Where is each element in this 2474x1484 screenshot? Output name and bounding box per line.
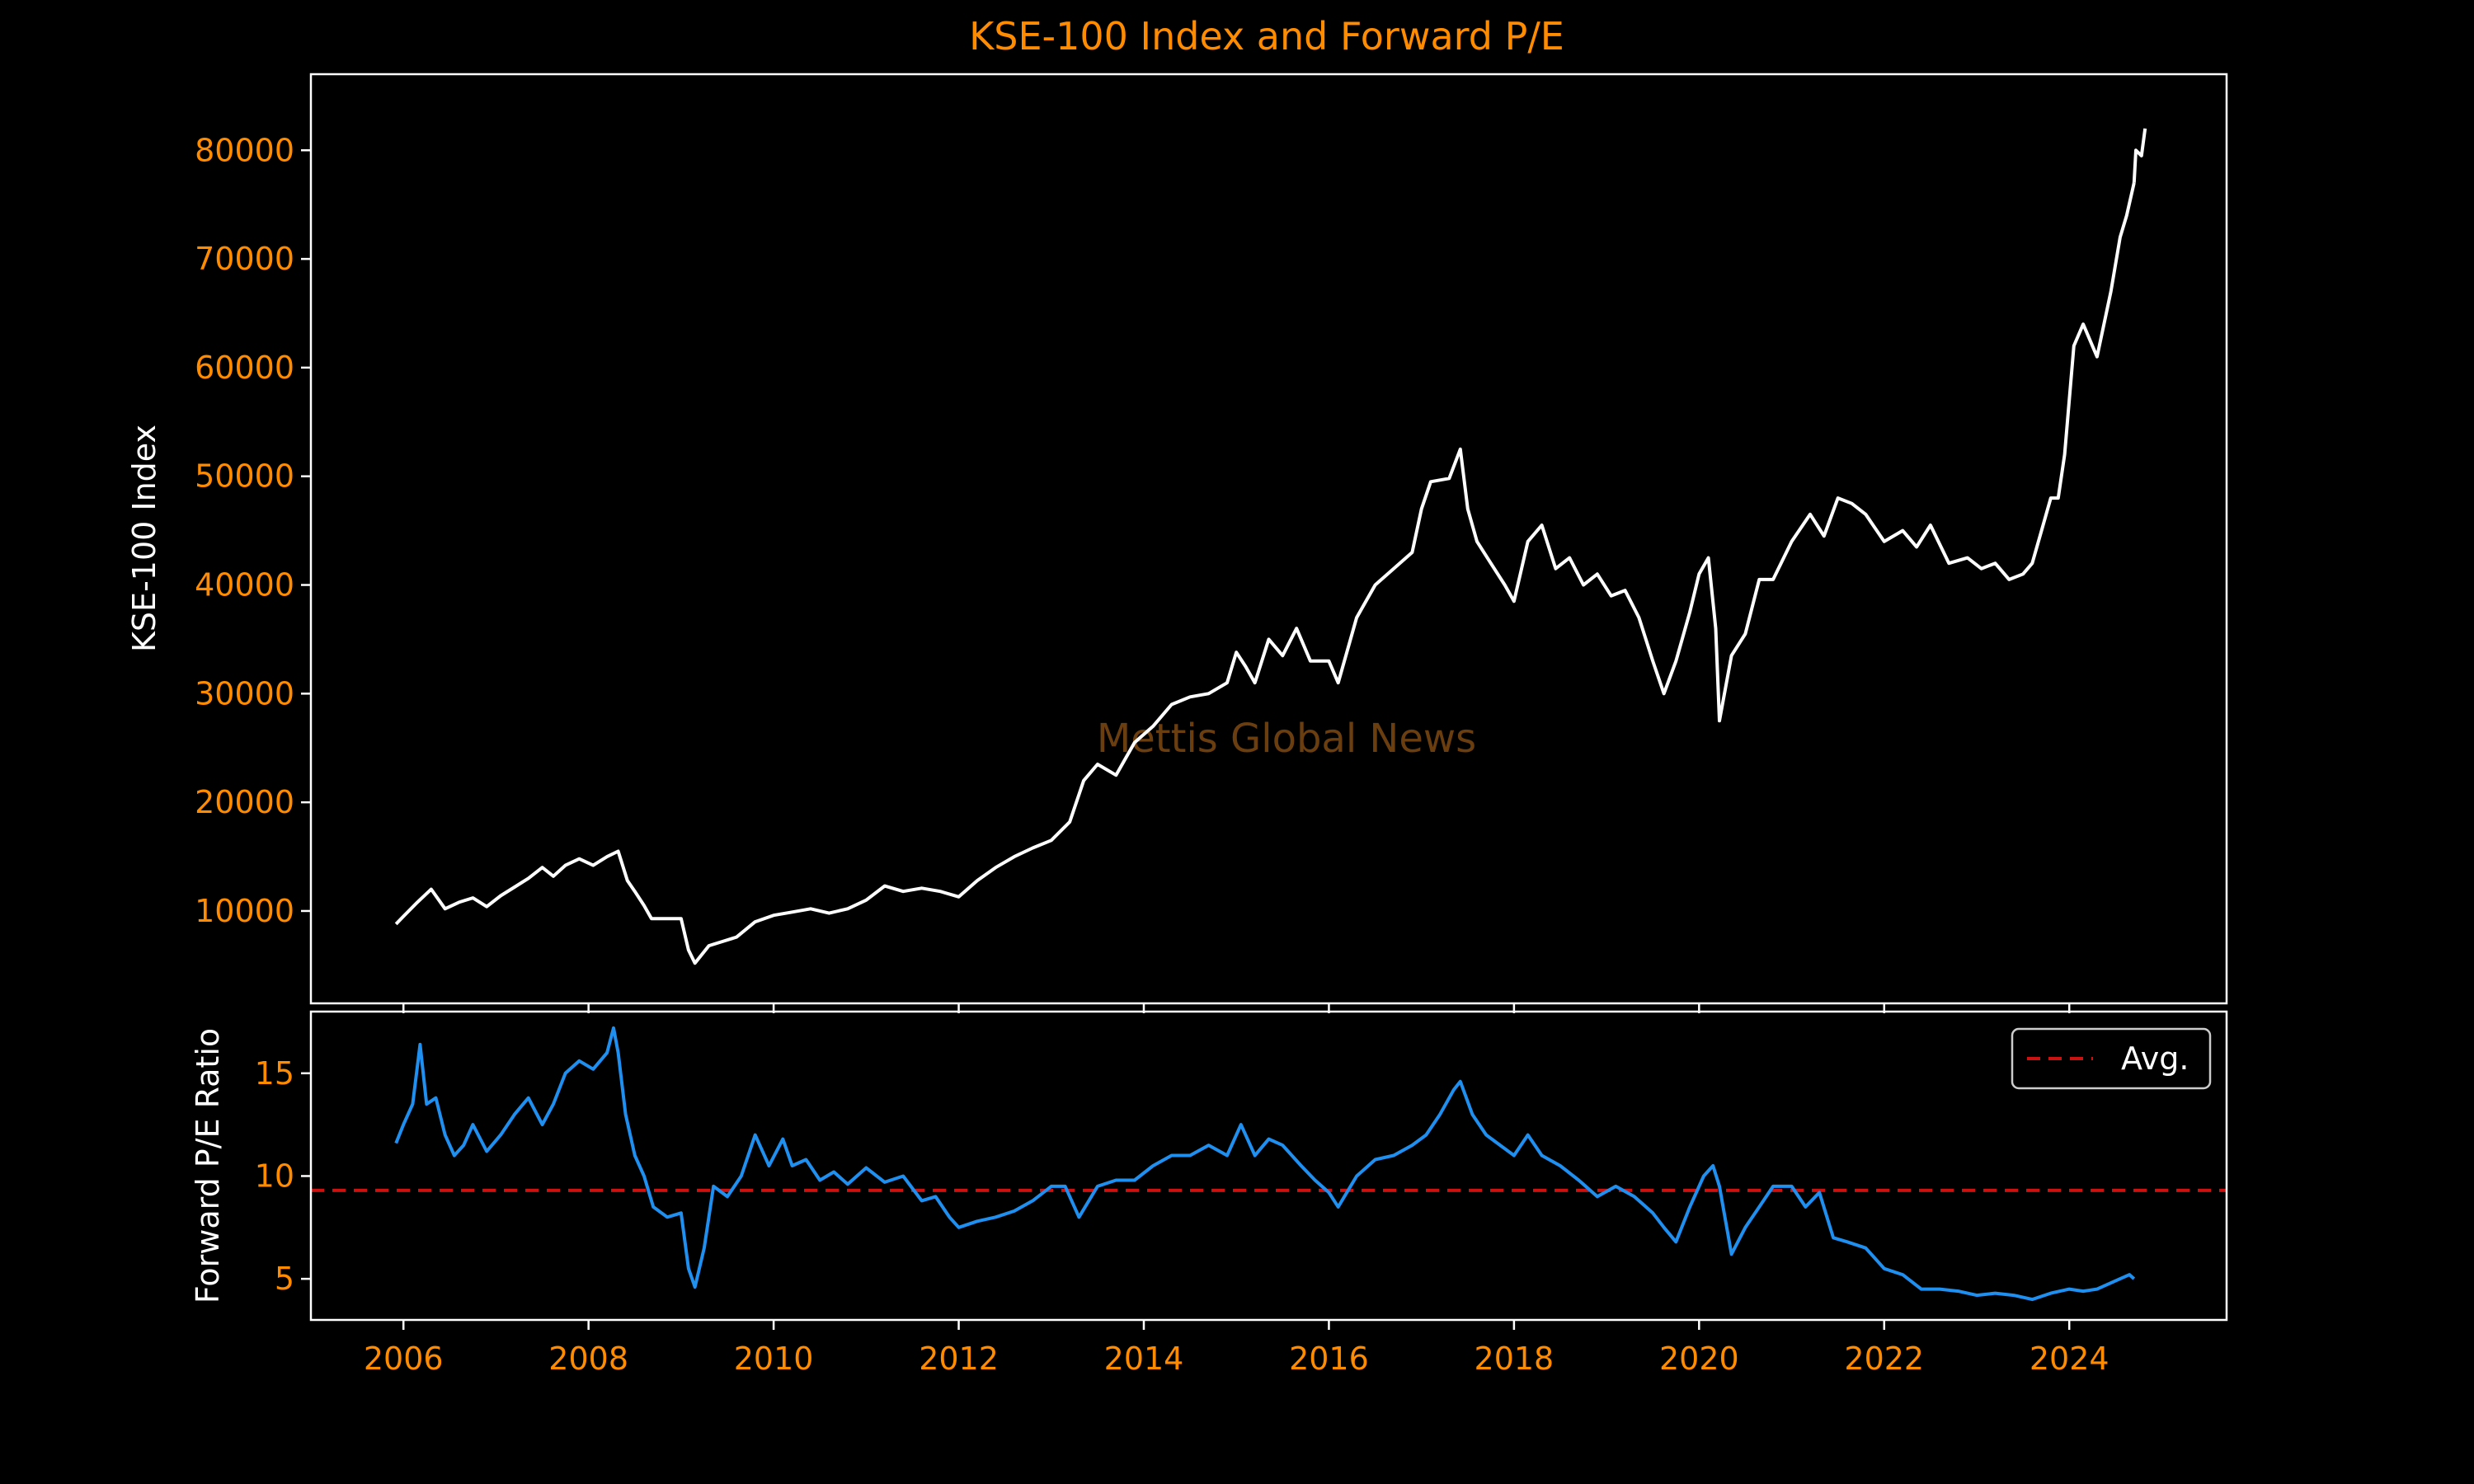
index-ytick-label: 60000 — [195, 350, 294, 386]
index-ytick-label: 10000 — [195, 893, 294, 929]
pe-ytick-label: 15 — [255, 1055, 294, 1092]
pe-xtick-label: 2006 — [364, 1341, 444, 1377]
pe-axes-frame — [309, 1010, 2228, 1322]
index-ytick-label: 70000 — [195, 241, 294, 277]
pe-ytick-label: 10 — [255, 1158, 294, 1194]
pe-series — [394, 1026, 2136, 1302]
index-ytick-label: 30000 — [195, 675, 294, 711]
index-ytick-label: 20000 — [195, 784, 294, 820]
pe-xtick-label: 2014 — [1104, 1341, 1184, 1377]
pe-xtick-label: 2024 — [2030, 1341, 2109, 1377]
legend-box — [2011, 1027, 2212, 1090]
pe-xtick-label: 2016 — [1289, 1341, 1369, 1377]
pe-xtick-label: 2022 — [1844, 1341, 1924, 1377]
index-y-axis-label: KSE-100 Index — [126, 425, 162, 652]
index-panel: Mettis Global News 10000 20000 30000 40000 5… — [126, 73, 2228, 1013]
index-ytick-label: 50000 — [195, 458, 294, 495]
watermark: Mettis Global News — [1097, 716, 1476, 762]
index-ytick-label: 40000 — [195, 567, 294, 603]
pe-x-axis: 2006 2008 2010 2012 2014 2016 2018 2020 2022 2024 — [364, 1320, 2109, 1377]
legend: Avg. — [2011, 1027, 2212, 1090]
pe-xtick-label: 2018 — [1475, 1341, 1554, 1377]
pe-xtick-label: 2008 — [548, 1341, 628, 1377]
index-axes-frame — [309, 73, 2228, 1005]
index-series-line-tail — [2132, 128, 2147, 183]
index-series — [394, 128, 2147, 965]
index-ytick-label: 80000 — [195, 132, 294, 168]
pe-series-line — [394, 1026, 2136, 1302]
chart-title: KSE-100 Index and Forward P/E — [969, 14, 1564, 59]
pe-xtick-label: 2010 — [734, 1341, 814, 1377]
pe-xtick-label: 2020 — [1659, 1341, 1739, 1377]
index-y-axis: 10000 20000 30000 40000 50000 60000 70000 80000 — [195, 132, 311, 929]
pe-y-axis: 5 10 15 — [255, 1055, 311, 1297]
pe-ytick-label: 5 — [275, 1261, 294, 1297]
legend-avg-label: Avg. — [2121, 1040, 2189, 1077]
pe-y-axis-label: Forward P/E Ratio — [190, 1028, 226, 1303]
index-series-line — [394, 182, 2136, 965]
pe-xtick-label: 2012 — [919, 1341, 999, 1377]
